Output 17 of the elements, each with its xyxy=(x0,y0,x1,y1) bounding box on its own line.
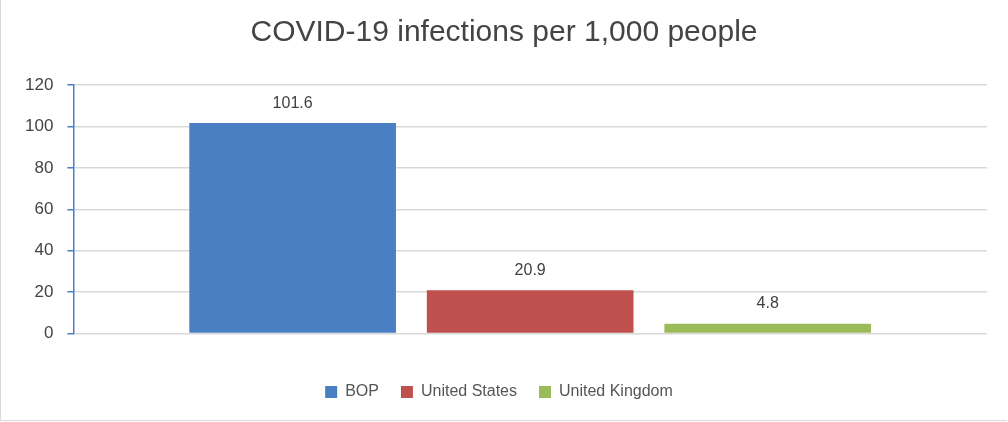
y-tick-label: 120 xyxy=(24,74,54,94)
y-tick-label: 80 xyxy=(34,157,54,177)
data-label: 101.6 xyxy=(272,93,313,111)
legend-label: United States xyxy=(420,382,518,400)
data-label: 20.9 xyxy=(514,260,546,278)
legend-label: BOP xyxy=(345,382,379,400)
y-tick-label: 20 xyxy=(34,281,54,301)
data-label: 4.8 xyxy=(756,294,779,312)
y-tick-label: 0 xyxy=(43,323,54,343)
y-tick-label: 40 xyxy=(34,240,54,260)
bar xyxy=(189,123,396,333)
bar xyxy=(426,290,634,333)
legend-label: United Kingdom xyxy=(559,382,673,400)
chart-title: COVID-19 infections per 1,000 people xyxy=(249,14,759,48)
bar xyxy=(664,323,872,333)
y-tick-label: 100 xyxy=(24,116,54,136)
y-tick-label: 60 xyxy=(34,198,54,218)
